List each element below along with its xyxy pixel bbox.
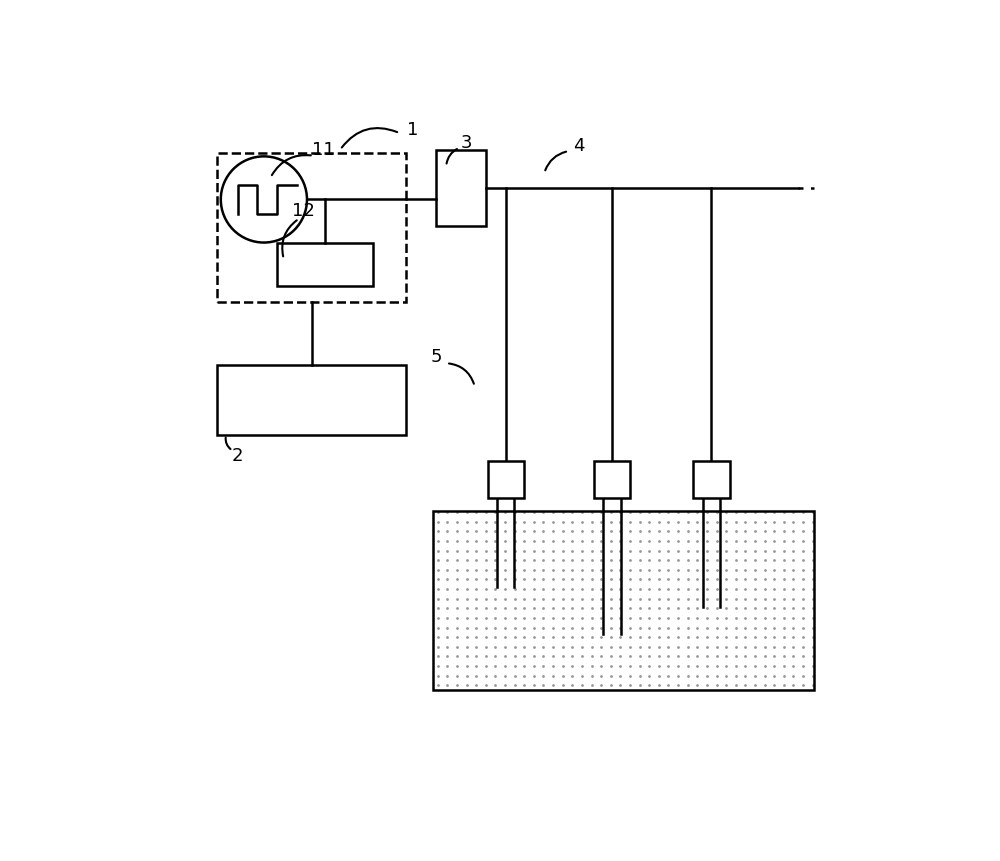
Text: 2: 2 (232, 447, 243, 465)
Text: 5: 5 (431, 348, 442, 366)
Bar (594, 461, 630, 498)
Bar (488, 461, 524, 498)
Text: 4: 4 (573, 138, 585, 156)
Bar (217, 365, 406, 435)
Text: 1: 1 (407, 121, 419, 139)
Bar (436, 150, 486, 226)
Bar (433, 511, 814, 690)
Text: 3: 3 (460, 134, 472, 152)
Bar (217, 153, 406, 302)
Text: 11: 11 (312, 140, 335, 158)
Bar (277, 243, 373, 286)
Text: 12: 12 (292, 201, 315, 220)
Bar (693, 461, 730, 498)
